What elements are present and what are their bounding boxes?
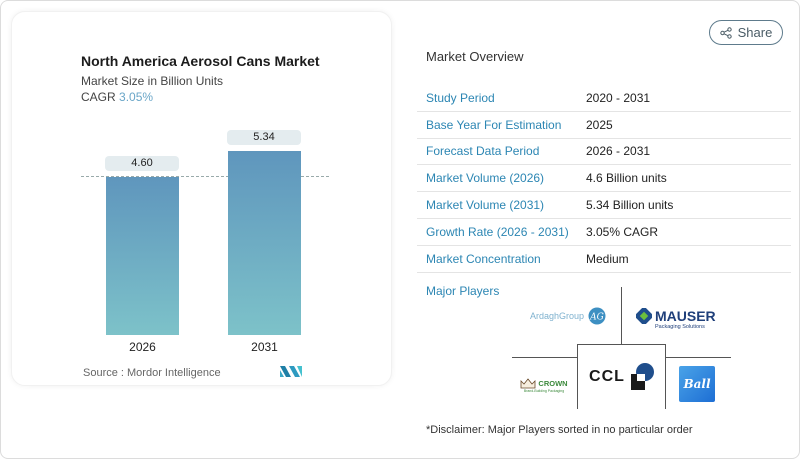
divider [665,357,731,358]
row-value: 3.05% CAGR [586,224,659,239]
share-icon [719,26,732,39]
row-value: 2025 [586,117,613,132]
bar-value-label: 4.60 [105,156,179,171]
svg-text:AG: AG [589,313,604,323]
row-key: Base Year For Estimation [426,117,562,132]
share-label: Share [737,25,773,40]
row-value: Medium [586,251,629,266]
row-key: Market Volume (2031) [426,198,545,213]
row-value: 2020 - 2031 [586,90,651,105]
disclaimer: *Disclaimer: Major Players sorted in no … [426,424,693,436]
table-row: Growth Rate (2026 - 2031) 3.05% CAGR [417,219,791,246]
cagr-value: 3.05% [119,90,154,104]
row-key: Forecast Data Period [426,144,540,159]
table-row: Forecast Data Period 2026 - 2031 [417,139,791,166]
divider [512,357,577,358]
x-axis-label: 2026 [129,340,156,354]
ball-logo: Ball [679,366,715,402]
ball-text: Ball [683,377,711,391]
x-axis-label: 2031 [251,340,278,354]
major-players-label: Major Players [426,284,500,298]
share-button[interactable]: Share [709,20,783,45]
chart-subtitle: Market Size in Billion Units [81,74,224,88]
table-row: Market Concentration Medium [417,246,791,273]
bar-value-label: 5.34 [227,130,301,145]
row-value: 2026 - 2031 [586,144,651,159]
mauser-text: MAUSER [655,308,716,324]
crown-logo: CROWN Brand-Building Packaging [516,373,572,397]
row-key: Market Concentration [426,251,541,266]
ardagh-logo: ArdaghGroup AG [526,305,610,327]
overview-title: Market Overview [426,49,524,64]
divider [665,344,666,409]
chart-panel [11,11,392,386]
crown-subtext: Brand-Building Packaging [523,388,565,393]
mordor-logo-icon [280,366,302,377]
chart-title: North America Aerosol Cans Market [81,53,320,69]
cagr-label: CAGR [81,90,116,104]
table-row: Base Year For Estimation 2025 [417,112,791,139]
divider [577,344,666,345]
crown-text: CROWN [538,378,568,388]
row-value: 5.34 Billion units [586,198,674,213]
row-key: Study Period [426,90,495,105]
bar-2026 [106,177,179,335]
ccl-logo: CCL [586,359,658,395]
bar-2031 [228,151,301,335]
mauser-mark-icon [636,308,652,324]
ardagh-text: ArdaghGroup [529,311,585,321]
overview-table: Study Period 2020 - 2031 Base Year For Es… [417,85,791,273]
mauser-logo: MAUSER Packaging Solutions [636,306,716,332]
divider [621,287,622,344]
table-row: Market Volume (2031) 5.34 Billion units [417,192,791,219]
row-key: Market Volume (2026) [426,171,545,186]
chart-cagr: CAGR 3.05% [81,90,153,104]
ardagh-mark-icon: AG [588,307,606,325]
row-key: Growth Rate (2026 - 2031) [426,224,569,239]
table-row: Market Volume (2026) 4.6 Billion units [417,165,791,193]
mauser-subtext: Packaging Solutions [655,324,705,330]
source-text: Source : Mordor Intelligence [83,367,221,379]
divider [577,344,578,409]
table-row: Study Period 2020 - 2031 [417,85,791,112]
ccl-mark-icon [630,363,654,390]
row-value: 4.6 Billion units [586,171,667,186]
crown-icon [521,377,536,388]
reference-dashed-line [81,176,329,177]
ccl-text: CCL [589,368,625,385]
